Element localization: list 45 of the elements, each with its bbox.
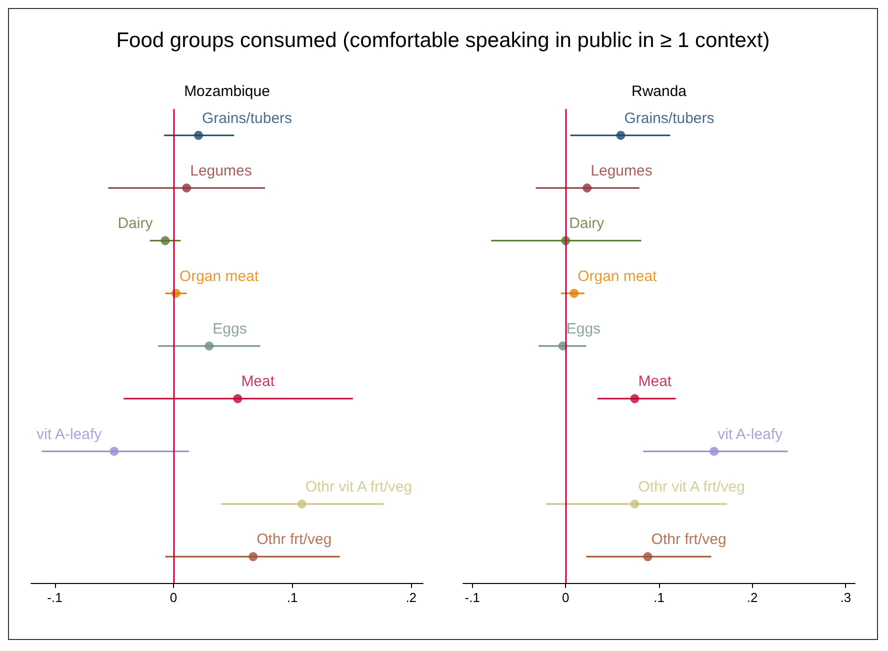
point — [710, 446, 719, 456]
point — [297, 500, 306, 508]
y-tick-label: Meat — [638, 373, 672, 390]
y-tick-label: Othr vit A frt/veg — [638, 478, 745, 496]
point — [110, 446, 119, 456]
y-tick-label: vit A-leafy — [718, 426, 784, 443]
point — [182, 184, 192, 192]
text: Food groups consumed (comfortable speaking in public in ≥ 1 context) — [115, 29, 771, 54]
y-tick-label: Dairy — [118, 215, 154, 232]
x-tick-label: 0 — [562, 590, 570, 605]
y-tick-label: Othr frt/veg — [651, 531, 726, 548]
point — [204, 342, 214, 350]
x-tick-label: .2 — [406, 590, 417, 605]
x-tick-label: .1 — [654, 590, 664, 605]
y-tick-label: Organ meat — [578, 268, 658, 285]
y-tick-label: Othr vit A frt/veg — [305, 478, 412, 496]
y-tick-label: Grains/tubers — [202, 110, 292, 127]
y-tick-label: Eggs — [566, 320, 601, 338]
y-tick-label: Organ meat — [179, 268, 260, 285]
x-tick-label: .2 — [746, 590, 758, 605]
x-tick-label: .3 — [840, 590, 852, 605]
y-tick-label: Grains/tubers — [624, 110, 714, 127]
x-tick-label: 0 — [170, 590, 178, 605]
x-tick-label: -.1 — [47, 590, 62, 605]
point — [248, 552, 258, 562]
point — [570, 288, 579, 298]
chart-title: Rwanda — [631, 83, 688, 100]
x-tick-label: .1 — [286, 590, 298, 605]
point — [582, 184, 592, 192]
point — [630, 394, 640, 404]
point — [160, 236, 170, 246]
y-tick-label: Othr frt/veg — [256, 531, 332, 548]
y-tick-label: Legumes — [590, 162, 652, 180]
y-tick-label: Legumes — [190, 162, 252, 180]
point — [616, 130, 626, 140]
y-tick-label: vit A-leafy — [36, 426, 102, 443]
point — [194, 130, 203, 140]
y-tick-label: Meat — [241, 373, 276, 390]
y-tick-label: Eggs — [212, 320, 247, 338]
point — [630, 500, 640, 508]
x-tick-label: -.1 — [464, 590, 480, 605]
y-tick-label: Dairy — [569, 215, 605, 232]
point — [233, 394, 242, 404]
point — [643, 552, 652, 562]
chart-title: Mozambique — [184, 83, 270, 100]
